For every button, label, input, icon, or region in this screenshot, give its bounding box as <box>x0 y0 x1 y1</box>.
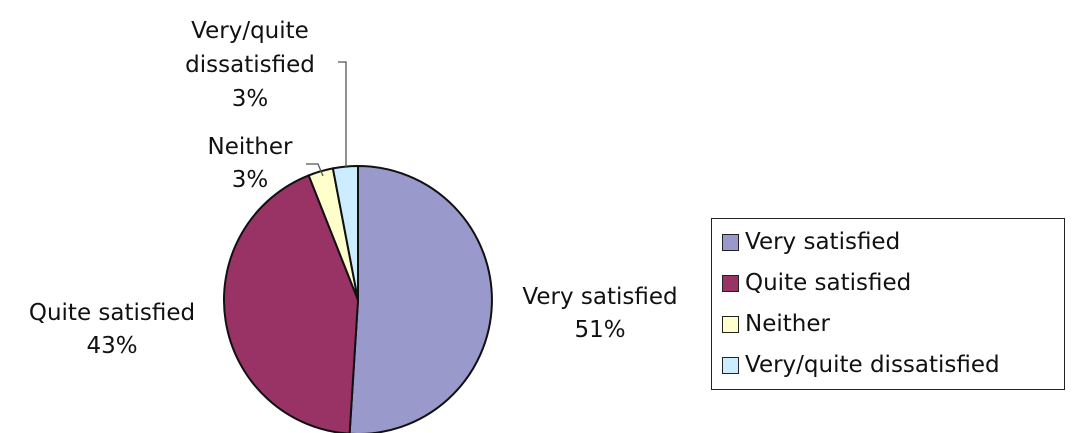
legend-label: Very/quite dissatisfied <box>745 352 1000 378</box>
legend-label: Neither <box>745 311 830 337</box>
legend-swatch-very-satisfied <box>722 233 739 251</box>
leader-dissatisfied <box>338 61 347 168</box>
slice-label-quite-satisfied: Quite satisfied 43% <box>29 300 195 359</box>
legend-item-very-satisfied: Very satisfied <box>722 227 900 257</box>
pie-slice-very-satisfied <box>348 164 493 433</box>
pie-slice-quite-satisfied <box>223 174 360 433</box>
legend-item-very-quite-dissatisfied: Very/quite dissatisfied <box>722 350 1000 380</box>
legend-swatch-neither <box>722 315 739 333</box>
legend-item-quite-satisfied: Quite satisfied <box>722 268 911 298</box>
legend-swatch-very-quite-dissatisfied <box>722 356 739 374</box>
pie-slices <box>223 164 493 433</box>
leader-neither <box>306 163 324 177</box>
slice-label-neither: Neither 3% <box>208 134 293 193</box>
slice-label-very-satisfied: Very satisfied 51% <box>522 284 677 343</box>
legend-swatch-quite-satisfied <box>722 274 739 292</box>
legend-item-neither: Neither <box>722 309 830 339</box>
legend-label: Quite satisfied <box>745 270 912 296</box>
legend-label: Very satisfied <box>745 229 901 255</box>
slice-labels: Very satisfied 51% Quite satisfied 43% Neith… <box>29 18 678 359</box>
leader-lines <box>306 61 347 177</box>
legend: Very satisfied Quite satisfied Neither V… <box>711 218 1065 390</box>
slice-label-very-quite-dissatisfied: Very/quite dissatisfied 3% <box>185 18 315 112</box>
